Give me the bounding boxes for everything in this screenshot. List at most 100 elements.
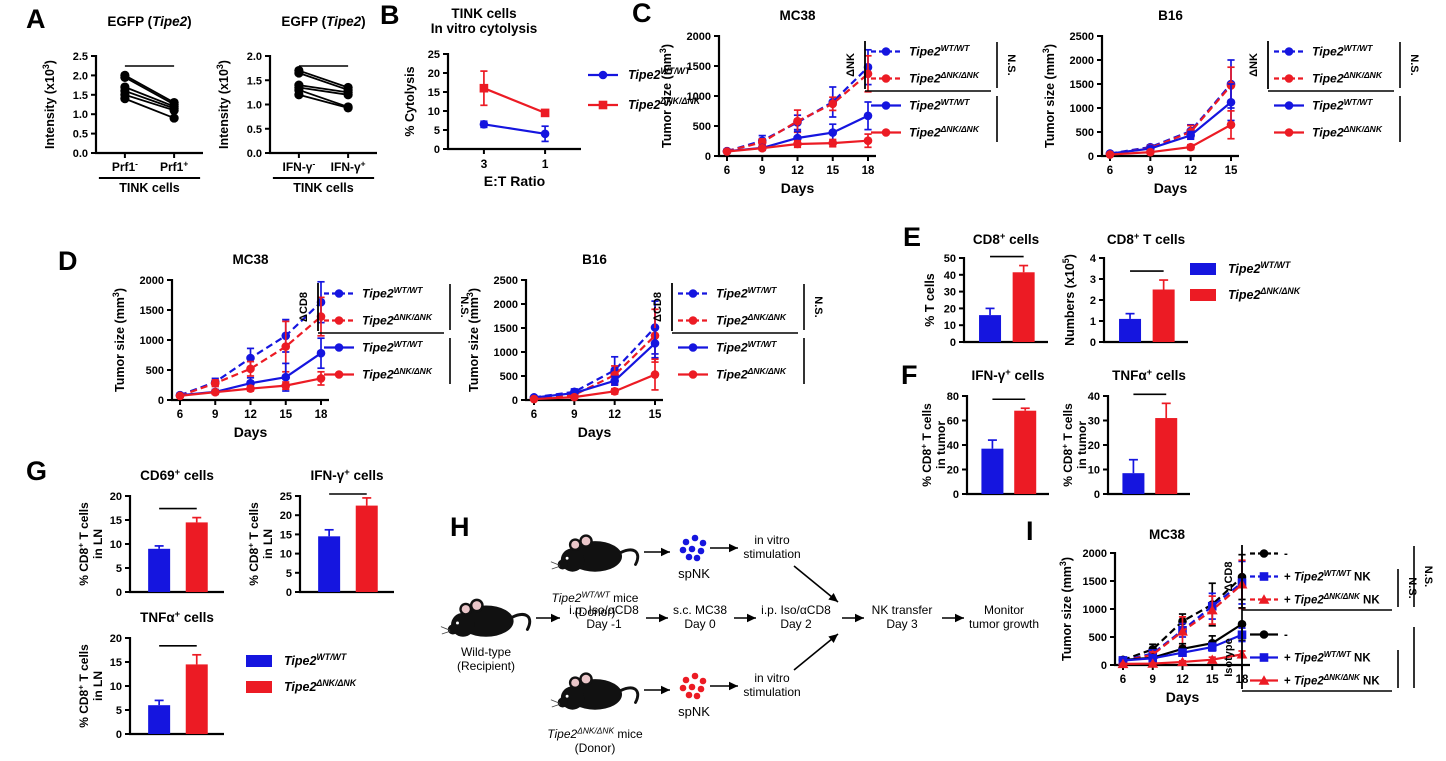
svg-text:25: 25 [428, 49, 440, 61]
series-3 [529, 358, 660, 404]
svg-text:Tipe2WT/WT: Tipe2WT/WT [1312, 43, 1373, 59]
svg-text:Tipe2WT/WT: Tipe2WT/WT [1312, 97, 1373, 113]
svg-text:500: 500 [693, 121, 711, 133]
arrow-icon [734, 613, 756, 623]
svg-text:0: 0 [705, 151, 711, 163]
svg-text:Tipe2WT/WT: Tipe2WT/WT [716, 339, 777, 355]
svg-text:EGFP (Tipe2): EGFP (Tipe2) [281, 14, 365, 29]
legend-entry-0: Tipe2WT/WT [678, 285, 777, 301]
series-1 [479, 70, 550, 118]
svg-text:5: 5 [434, 125, 440, 137]
svg-text:in tumor: in tumor [1075, 421, 1089, 469]
axes: 0 500 1000 1500 2000 2500 6 9 12 15 [1070, 31, 1239, 177]
A-left-plot: EGFP (Tipe2) Intensity (x103) 0.0 0.5 1.0 1.5… [41, 14, 203, 195]
b16-nk-line-chart: B16 Tumor size (mm3) 0 500 1000 1500 2000 2500 6… [1041, 8, 1239, 196]
svg-text:TNFα+ cells: TNFα+ cells [140, 608, 214, 625]
svg-text:9: 9 [212, 409, 218, 421]
svg-text:B16: B16 [582, 252, 607, 267]
svg-text:10: 10 [110, 539, 122, 551]
svg-text:12: 12 [244, 409, 257, 421]
svg-text:12: 12 [791, 165, 804, 177]
series-2 [1105, 83, 1236, 158]
svg-text:Tipe2ΔNK/ΔNK: Tipe2ΔNK/ΔNK [362, 312, 433, 328]
svg-text:% CD8+ T cells: % CD8+ T cells [75, 644, 91, 728]
svg-text:15: 15 [110, 515, 122, 527]
bar-0 [148, 545, 171, 592]
D-MC38-plot: MC38 Tumor size (mm3) 0 500 1000 1500 2000 6 9 12… [111, 252, 329, 440]
cd8-percent-bar-chart: CD8+ cells % T cells 0 10 20 30 40 50 [923, 230, 1048, 349]
svg-text:% CD8+ T cells: % CD8+ T cells [245, 502, 261, 586]
C-B16-plot: B16 Tumor size (mm3) 0 500 1000 1500 2000 2500 6… [1041, 8, 1239, 196]
svg-text:Tipe2ΔNK/ΔNK: Tipe2ΔNK/ΔNK [909, 124, 980, 140]
legend-sig-bracket: N.S. [803, 284, 824, 330]
svg-text:10: 10 [428, 106, 440, 118]
svg-text:0: 0 [158, 395, 164, 407]
cytolysis-legend: Tipe2WT/WT Tipe2ΔNK/ΔNK [588, 66, 701, 112]
svg-text:0: 0 [1088, 151, 1094, 163]
svg-text:Intensity (x103): Intensity (x103) [215, 60, 231, 149]
svg-text:Tipe2ΔNK/ΔNK: Tipe2ΔNK/ΔNK [716, 366, 787, 382]
egfp-ifng-paired-chart: EGFP (Tipe2) Intensity (x103) 0.0 0.5 1.0 1.5… [215, 14, 377, 195]
axes: 0 5 10 15 20 25 [280, 491, 394, 599]
legend-sig-bracket: N.S. [1397, 569, 1418, 607]
svg-text:IFN-γ+ cells: IFN-γ+ cells [971, 366, 1044, 383]
svg-text:ΔCD8: ΔCD8 [652, 292, 664, 322]
svg-text:15: 15 [826, 165, 839, 177]
panel-letter-a: A [26, 4, 46, 34]
svg-text:s.c. MC38: s.c. MC38 [673, 603, 727, 617]
arrow-icon [710, 681, 738, 691]
svg-text:Tipe2WT/WT: Tipe2WT/WT [1228, 260, 1291, 276]
svg-text:Tipe2WT/WT: Tipe2WT/WT [362, 285, 423, 301]
cd8-numbers-bar-chart: CD8+ T cells Numbers (x105) 0 1 2 3 4 [1061, 230, 1188, 349]
svg-text:80: 80 [947, 391, 959, 403]
bar-0 [148, 699, 171, 734]
svg-text:40: 40 [947, 440, 959, 452]
svg-text:IFN-γ+: IFN-γ+ [331, 158, 366, 174]
svg-text:Wild-type: Wild-type [461, 645, 511, 659]
svg-text:+ Tipe2ΔNK/ΔNK NK: + Tipe2ΔNK/ΔNK NK [1284, 592, 1380, 606]
svg-text:1.0: 1.0 [73, 109, 88, 121]
legend-entry-2: Tipe2WT/WT [324, 339, 423, 355]
svg-text:Tipe2ΔNK/ΔNK: Tipe2ΔNK/ΔNK [1228, 286, 1301, 302]
svg-text:-: - [1284, 630, 1288, 642]
svg-text:TINK cells: TINK cells [293, 181, 353, 195]
axes: 0 5 10 15 20 [110, 491, 224, 599]
svg-text:4: 4 [1090, 253, 1097, 265]
bar-0 [318, 528, 341, 592]
svg-text:N.S.: N.S. [458, 296, 470, 317]
svg-text:1000: 1000 [1083, 604, 1107, 616]
svg-text:B16: B16 [1158, 8, 1183, 23]
panel-letter-e: E [903, 222, 922, 252]
svg-text:9: 9 [1150, 674, 1156, 686]
panel-letter-i: I [1026, 516, 1034, 546]
svg-text:0: 0 [512, 395, 518, 407]
F-left-plot: IFN-γ+ cells % CD8+ T cells in tumor 0 20 40 6… [918, 366, 1049, 501]
svg-text:in LN: in LN [91, 671, 105, 701]
svg-text:0.0: 0.0 [73, 148, 88, 160]
svg-text:In vitro cytolysis: In vitro cytolysis [431, 21, 538, 36]
svg-text:1500: 1500 [1083, 576, 1107, 588]
bar-0 [981, 439, 1004, 494]
E-left-plot: CD8+ cells % T cells 0 10 20 30 40 50 [923, 230, 1048, 349]
mc38-nk-line-chart: MC38 Tumor size (mm3) 0 500 1000 1500 2000 6 9 12… [658, 8, 876, 196]
svg-text:Days: Days [234, 424, 268, 440]
svg-text:500: 500 [1089, 632, 1107, 644]
svg-text:in LN: in LN [91, 529, 105, 559]
svg-text:0: 0 [1094, 489, 1100, 501]
svg-text:30: 30 [944, 287, 956, 299]
svg-text:20: 20 [944, 303, 956, 315]
svg-text:2500: 2500 [494, 275, 518, 287]
axes: 0 5 10 15 20 25 3 1 [428, 49, 581, 171]
svg-text:i.p. Iso/αCD8: i.p. Iso/αCD8 [569, 603, 639, 617]
svg-text:1500: 1500 [687, 61, 711, 73]
egfp-prf1-paired-chart: EGFP (Tipe2) Intensity (x103) 0.0 0.5 1.0 1.5… [41, 14, 203, 195]
C-MC38-plot: MC38 Tumor size (mm3) 0 500 1000 1500 2000 6 9 12… [658, 8, 876, 196]
spnk-cells-icon [679, 534, 707, 562]
svg-text:0.5: 0.5 [73, 129, 88, 141]
svg-text:Tipe2WT/WT: Tipe2WT/WT [628, 66, 691, 82]
svg-text:500: 500 [1076, 127, 1094, 139]
panel-letter-h: H [450, 512, 470, 542]
svg-text:stimulation: stimulation [743, 547, 800, 561]
